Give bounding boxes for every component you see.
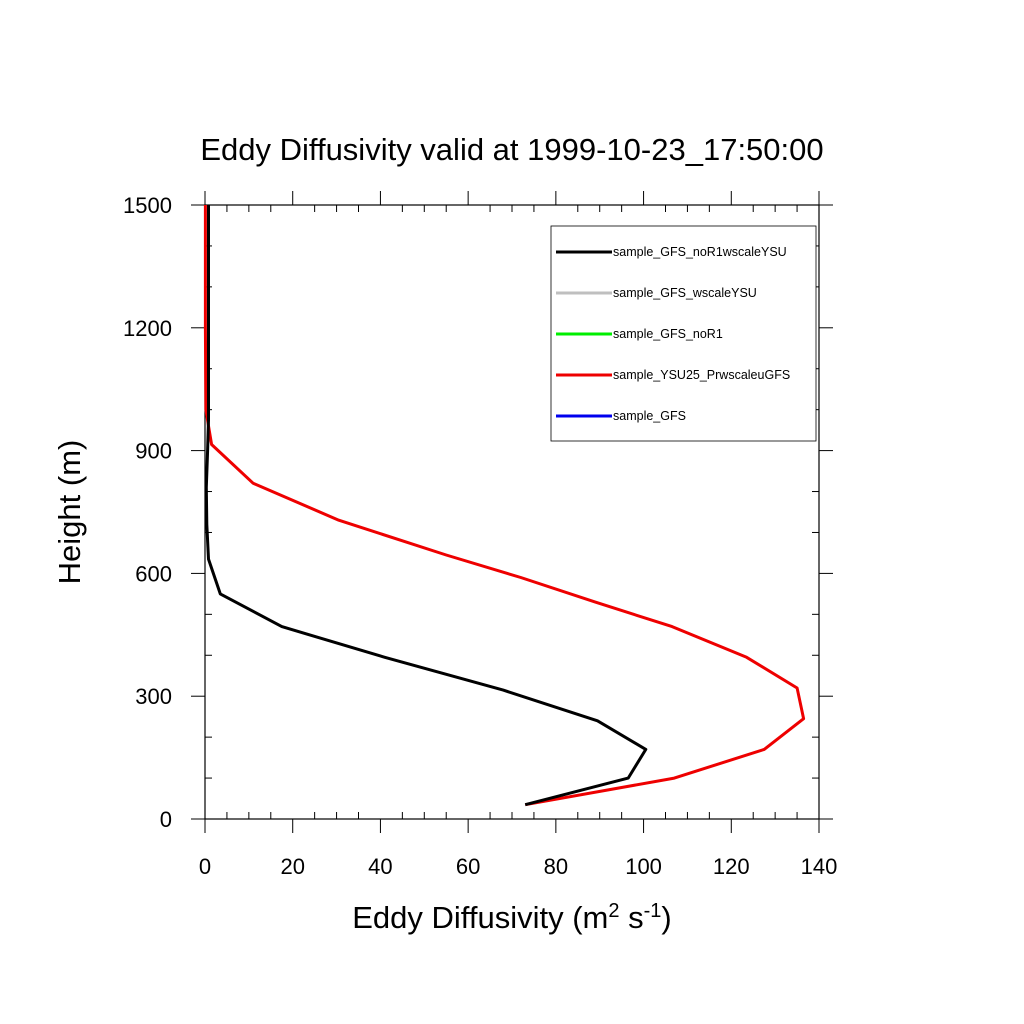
legend-label: sample_GFS_noR1wscaleYSU <box>613 245 787 259</box>
x-axis-title-sup1: 2 <box>608 900 619 922</box>
x-axis-title-mid: s <box>619 900 643 935</box>
x-axis-title-main: Eddy Diffusivity (m <box>352 900 608 935</box>
y-tick-label: 300 <box>135 684 172 709</box>
chart-title: Eddy Diffusivity valid at 1999-10-23_17:… <box>200 132 823 167</box>
x-axis-title-sup2: -1 <box>644 900 662 922</box>
legend: sample_GFS_noR1wscaleYSU sample_GFS_wscal… <box>550 225 817 442</box>
y-tick-label: 600 <box>135 561 172 586</box>
legend-items: sample_GFS_noR1wscaleYSU sample_GFS_wscal… <box>556 245 790 423</box>
y-tick-label: 1500 <box>123 193 172 218</box>
x-tick-label: 140 <box>801 854 838 879</box>
x-tick-label: 0 <box>199 854 211 879</box>
x-tick-label: 60 <box>456 854 480 879</box>
series-line-4 <box>203 205 806 807</box>
y-tick-label: 1200 <box>123 316 172 341</box>
x-axis-title: Eddy Diffusivity (m2 s-1) <box>352 900 671 935</box>
plot-area <box>191 191 833 833</box>
legend-label: sample_YSU25_PrwscaleuGFS <box>613 368 790 382</box>
tick-labels: 0 20 40 60 80 100 120 140 0 300 600 900 1200 1500 <box>123 193 837 879</box>
x-tick-label: 100 <box>625 854 662 879</box>
x-axis-title-end: ) <box>661 900 671 935</box>
legend-label: sample_GFS <box>613 409 686 423</box>
series-lines <box>203 205 806 807</box>
legend-label: sample_GFS_noR1 <box>613 327 723 341</box>
legend-label: sample_GFS_wscaleYSU <box>613 286 757 300</box>
y-tick-label: 900 <box>135 439 172 464</box>
x-tick-label: 40 <box>368 854 392 879</box>
ticks <box>191 191 833 833</box>
x-tick-label: 20 <box>280 854 304 879</box>
y-axis-title: Height (m) <box>52 440 87 585</box>
y-tick-label: 0 <box>160 807 172 832</box>
x-tick-label: 80 <box>544 854 568 879</box>
series-line-1 <box>204 205 648 807</box>
x-tick-label: 120 <box>713 854 750 879</box>
